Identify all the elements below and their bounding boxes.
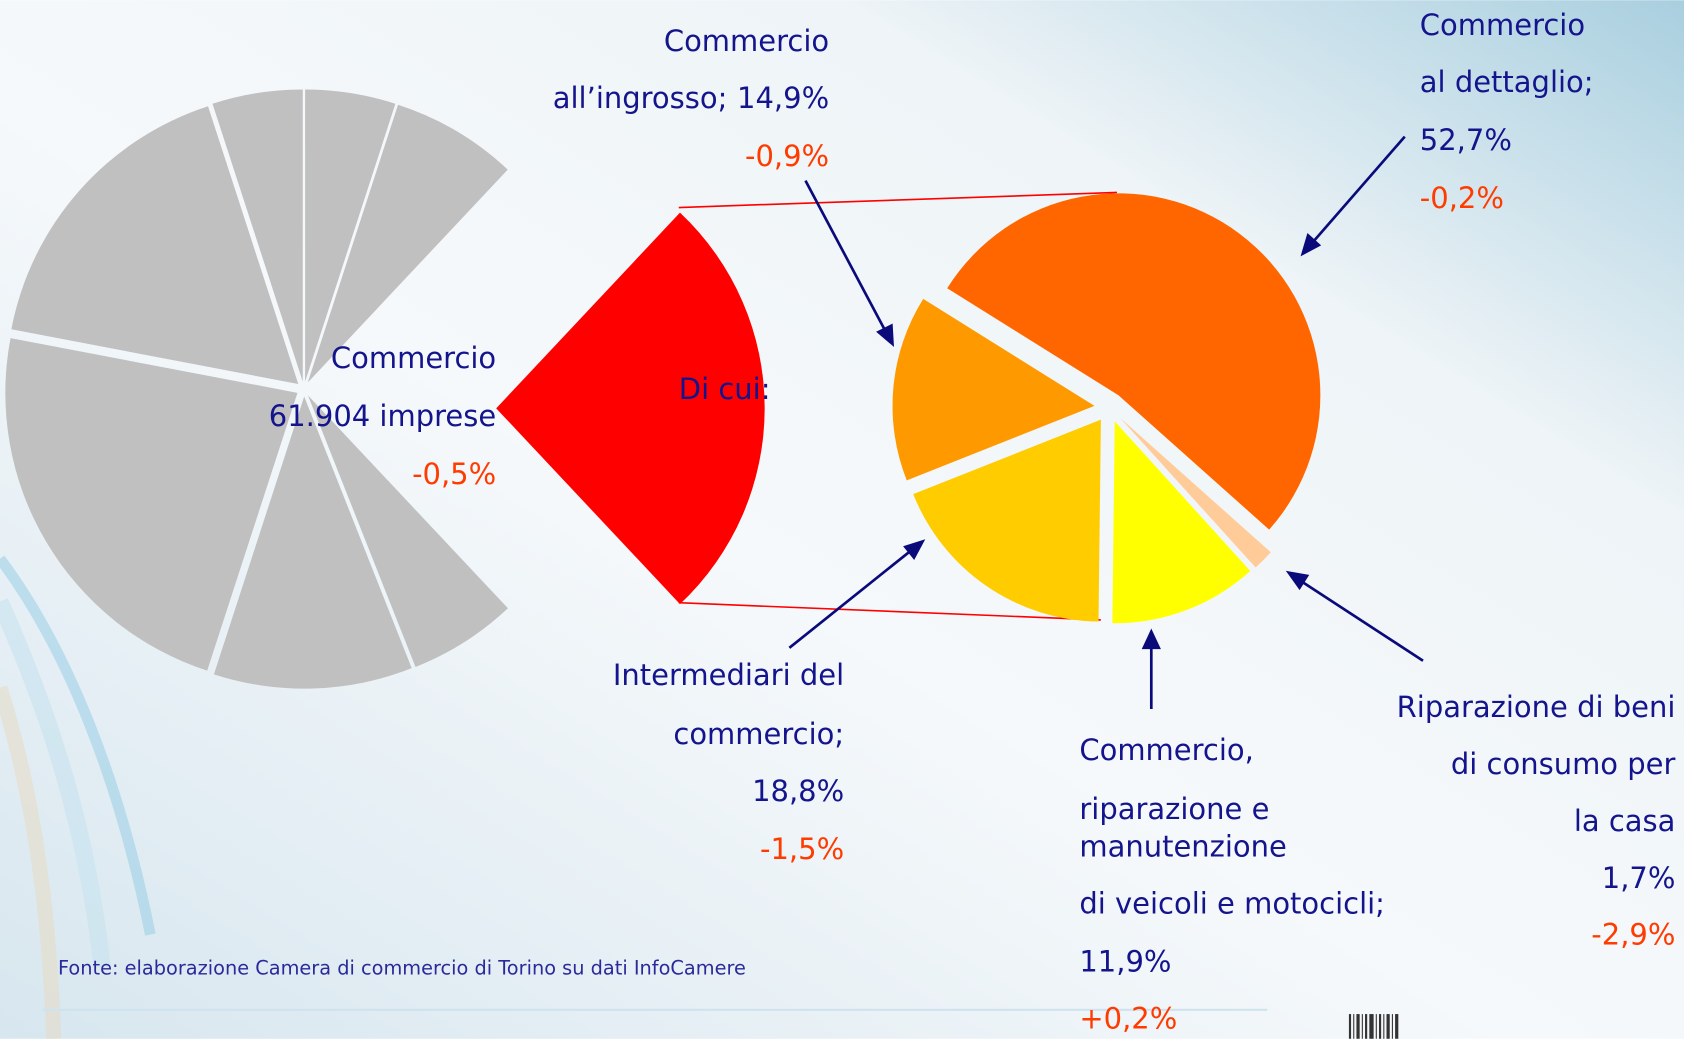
- category-label: la casa: [1574, 804, 1676, 838]
- category-label: Commercio: [664, 24, 829, 58]
- change-label: -1,5%: [760, 832, 844, 866]
- category-label: Riparazione di beni: [1397, 690, 1676, 724]
- change-label: -0,9%: [745, 139, 829, 173]
- chart: Di cui: Fonte: elaborazione Camera di co…: [0, 0, 1684, 1039]
- category-label: Intermediari del: [613, 658, 844, 692]
- category-label: manutenzione: [1079, 830, 1287, 864]
- category-label: all’ingrosso;: [553, 81, 728, 115]
- main-change: -0,5%: [412, 457, 496, 491]
- value-label: 11,9%: [1079, 945, 1171, 979]
- category-label: di veicoli e motocicli;: [1079, 887, 1385, 921]
- category-label: Commercio: [1420, 8, 1585, 42]
- change-label: +0,2%: [1079, 1002, 1177, 1036]
- value-label: 14,9%: [737, 81, 829, 115]
- page: {"chart_data": { "type": "pie-of-pie", "…: [0, 0, 1684, 1039]
- main-value: 61.904 imprese: [269, 399, 496, 433]
- category-label: all’ingrosso; 14,9%: [553, 81, 829, 115]
- link-label: Di cui:: [679, 372, 771, 406]
- source-note: Fonte: elaborazione Camera di commercio …: [58, 956, 746, 979]
- change-label: -0,2%: [1420, 181, 1504, 215]
- category-label: Commercio,: [1079, 733, 1254, 767]
- change-label: -2,9%: [1591, 918, 1675, 952]
- category-label: commercio;: [673, 717, 844, 751]
- category-label: riparazione e: [1079, 792, 1269, 826]
- category-label: al dettaglio;: [1420, 65, 1594, 99]
- category-label: di consumo per: [1451, 747, 1676, 781]
- main-label: Commercio: [331, 341, 496, 375]
- value-label: 1,7%: [1602, 861, 1676, 895]
- value-label: 18,8%: [752, 774, 844, 808]
- value-label: 52,7%: [1420, 123, 1512, 157]
